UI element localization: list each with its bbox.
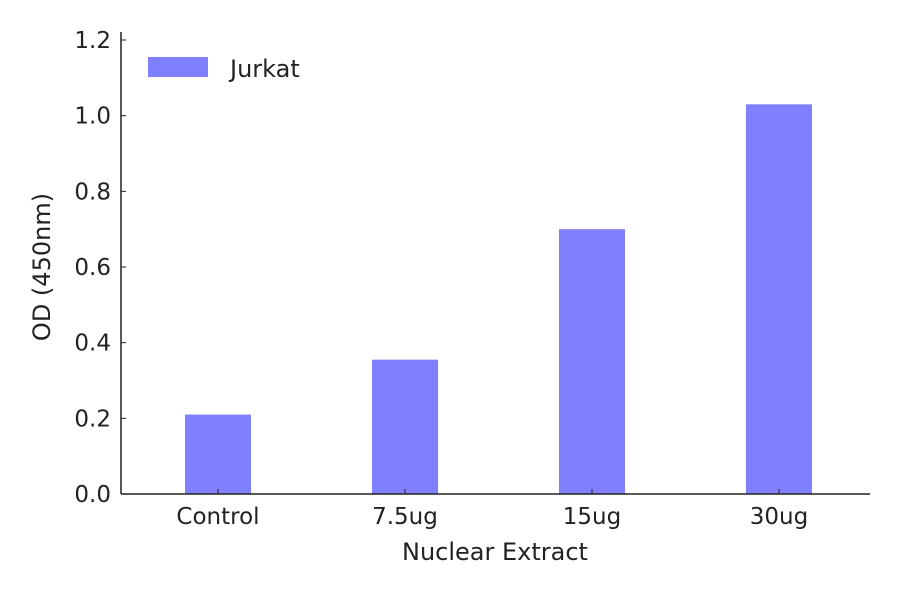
- y-tick-label: 1.2: [74, 28, 111, 54]
- legend-label-jurkat: Jurkat: [228, 55, 300, 83]
- bar-7-5ug: [372, 359, 438, 494]
- bar-control: [185, 414, 251, 494]
- x-axis-label: Nuclear Extract: [402, 538, 588, 566]
- y-tick-label: 0.8: [74, 179, 111, 205]
- y-axis-label: OD (450nm): [28, 193, 56, 341]
- x-tick-label: 30ug: [750, 504, 808, 530]
- legend: Jurkat: [148, 55, 300, 83]
- y-tick-label: 1.0: [74, 104, 111, 130]
- x-tick-label: 7.5ug: [372, 504, 438, 530]
- legend-swatch-jurkat: [148, 57, 208, 77]
- y-tick-label: 0.2: [74, 406, 111, 432]
- y-tick-label: 0.6: [74, 255, 111, 281]
- bar-15ug: [559, 229, 625, 494]
- bar-30ug: [746, 104, 812, 495]
- y-tick-label: 0.4: [74, 331, 111, 357]
- x-tick-label: Control: [176, 504, 259, 530]
- y-tick-label: 0.0: [74, 482, 111, 508]
- x-tick-label: 15ug: [563, 504, 621, 530]
